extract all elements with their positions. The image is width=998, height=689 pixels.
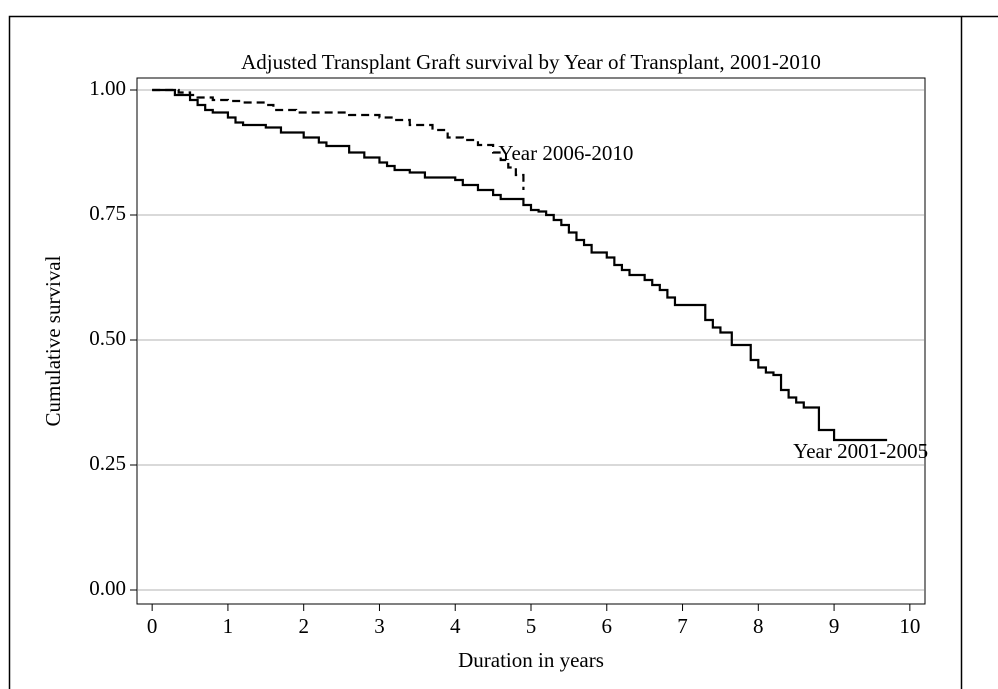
outer-frame xyxy=(8,15,963,689)
y-tick-label: 0.50 xyxy=(89,326,126,350)
y-tick-label: 0.25 xyxy=(89,451,126,475)
x-tick-label: 5 xyxy=(526,614,537,638)
y-tick-label: 0.00 xyxy=(89,576,126,600)
series-label: Year 2001-2005 xyxy=(793,439,928,463)
x-tick-label: 10 xyxy=(899,614,920,638)
x-axis-label: Duration in years xyxy=(458,648,604,672)
series-label: Year 2006-2010 xyxy=(498,141,633,165)
x-tick-label: 4 xyxy=(450,614,461,638)
survival-line xyxy=(152,88,525,190)
chart-title: Adjusted Transplant Graft survival by Ye… xyxy=(241,50,821,74)
y-axis-label: Cumulative survival xyxy=(41,255,65,426)
x-tick-label: 7 xyxy=(677,614,688,638)
x-tick-label: 1 xyxy=(223,614,234,638)
x-tick-label: 8 xyxy=(753,614,764,638)
x-tick-label: 2 xyxy=(298,614,309,638)
x-tick-label: 0 xyxy=(147,614,158,638)
y-tick-label: 1.00 xyxy=(89,76,126,100)
survival-line xyxy=(152,88,888,442)
x-tick-label: 3 xyxy=(374,614,385,638)
y-tick-label: 0.75 xyxy=(89,201,126,225)
x-tick-label: 6 xyxy=(602,614,613,638)
x-tick-label: 9 xyxy=(829,614,840,638)
